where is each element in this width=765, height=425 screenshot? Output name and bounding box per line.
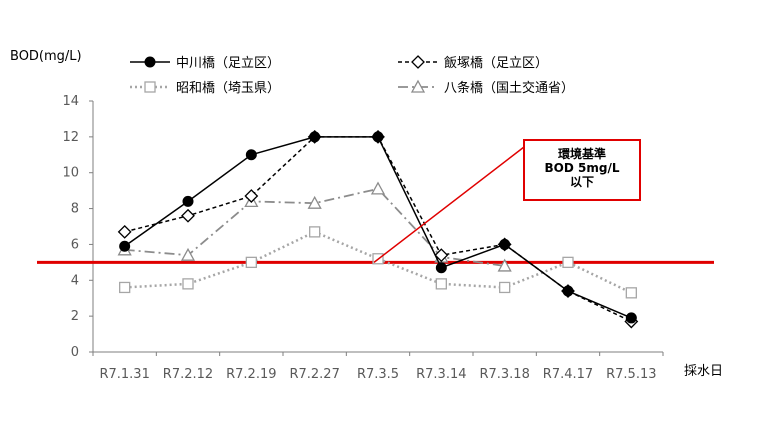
annotation-text: 以下 xyxy=(570,175,594,189)
x-tick-label: R7.1.31 xyxy=(99,367,149,382)
data-point xyxy=(435,262,447,274)
y-tick-label: 12 xyxy=(62,130,79,145)
x-tick-label: R7.2.19 xyxy=(226,367,276,382)
annotation-pointer xyxy=(373,146,525,263)
data-point xyxy=(244,189,259,203)
data-point xyxy=(625,287,637,299)
y-tick-label: 4 xyxy=(71,273,79,288)
data-point xyxy=(309,131,321,143)
data-point xyxy=(499,281,511,294)
legend-marker xyxy=(410,79,426,93)
legend-marker xyxy=(144,81,156,93)
data-point xyxy=(370,181,386,195)
x-tick-label: R7.3.5 xyxy=(357,367,399,382)
legend-marker xyxy=(411,55,425,69)
data-point xyxy=(434,248,449,263)
y-tick-label: 6 xyxy=(71,237,79,252)
data-point xyxy=(180,247,196,261)
legend-label: 中川橋（足立区） xyxy=(176,56,280,71)
x-tick-label: R7.3.18 xyxy=(479,367,529,382)
x-tick-label: R7.5.13 xyxy=(606,367,656,382)
data-point xyxy=(119,240,131,252)
legend-label: 飯塚橋（足立区） xyxy=(444,56,548,71)
x-tick-label: R7.3.14 xyxy=(416,367,466,382)
data-point xyxy=(117,224,132,239)
annotation-text: 環境基準 xyxy=(558,146,606,161)
x-axis-label: 採水日 xyxy=(684,364,723,379)
series-layer xyxy=(117,129,639,329)
annotation-text: BOD 5mg/L xyxy=(545,161,620,175)
y-axis-label: BOD(mg/L) xyxy=(10,49,82,64)
x-tick-label: R7.2.12 xyxy=(163,367,213,382)
data-point xyxy=(372,131,384,143)
data-point xyxy=(182,195,194,207)
annotation-box xyxy=(523,139,641,201)
data-point xyxy=(497,258,512,272)
series-1 xyxy=(119,131,637,324)
y-tick-label: 2 xyxy=(71,309,79,324)
data-point xyxy=(182,278,194,290)
y-tick-label: 14 xyxy=(62,94,79,109)
series-line xyxy=(124,230,632,294)
legend-marker xyxy=(144,56,156,68)
data-point xyxy=(309,226,321,238)
legend: 中川橋（足立区） 飯塚橋（足立区） 昭和橋（埼玉県） 八条橋（国土交通省） xyxy=(130,55,574,96)
legend-label: 八条橋（国土交通省） xyxy=(444,80,574,96)
data-point xyxy=(119,281,131,294)
data-point xyxy=(245,256,257,269)
x-tick-label: R7.2.27 xyxy=(289,367,339,382)
x-tick-label: R7.4.17 xyxy=(543,367,593,382)
y-tick-label: 10 xyxy=(62,166,79,181)
data-point xyxy=(181,208,195,223)
y-ticks: 0 2 4 6 8 10 12 14 xyxy=(62,94,93,360)
data-point xyxy=(562,285,574,297)
data-point xyxy=(625,312,637,324)
data-point xyxy=(435,278,447,290)
data-point xyxy=(245,149,257,161)
legend-label: 昭和橋（埼玉県） xyxy=(176,81,280,96)
y-tick-label: 0 xyxy=(71,345,79,360)
data-point xyxy=(499,238,511,250)
data-point xyxy=(307,195,322,209)
data-point xyxy=(562,256,574,269)
x-ticks: R7.1.31 R7.2.12 R7.2.19 R7.2.27 R7.3.5 R7.3.1… xyxy=(92,352,664,382)
y-tick-label: 8 xyxy=(71,202,79,217)
axes xyxy=(92,101,663,353)
